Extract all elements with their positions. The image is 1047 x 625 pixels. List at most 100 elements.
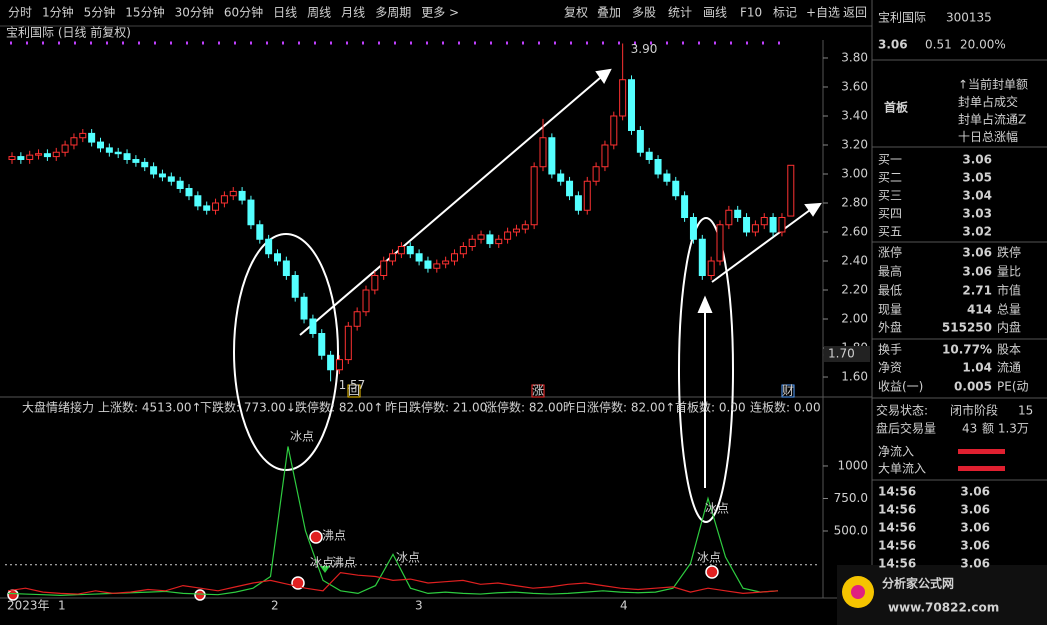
stat-label: 市值 xyxy=(997,283,1021,298)
event-marker-box xyxy=(531,384,545,398)
signal-label: 冰点 xyxy=(310,556,334,570)
period-tab[interactable]: 30分钟 xyxy=(175,5,214,20)
flow-bar xyxy=(958,466,1005,471)
change: 0.51 xyxy=(925,38,952,52)
stock-name: 宝利国际 xyxy=(878,11,926,25)
trend-arrows xyxy=(299,68,822,488)
period-tab[interactable]: 1分钟 xyxy=(42,5,74,20)
period-tab[interactable]: 周线 xyxy=(307,6,331,20)
tool-button[interactable]: 标记 xyxy=(773,6,797,20)
tool-button[interactable]: 复权 xyxy=(564,6,588,20)
trade-time: 14:56 xyxy=(878,557,916,571)
candle-body xyxy=(52,151,60,158)
period-tab[interactable]: 15分钟 xyxy=(125,5,164,20)
period-tab[interactable]: 月线 xyxy=(341,6,365,20)
candle-body xyxy=(335,359,343,371)
candle-body xyxy=(114,151,122,155)
candle-body xyxy=(619,79,627,117)
candle-body xyxy=(17,156,25,160)
tool-button[interactable]: 多股 xyxy=(632,6,656,20)
candle-body xyxy=(397,246,405,255)
stat-value: 2.71 xyxy=(962,284,992,298)
book-price: 3.06 xyxy=(962,153,992,167)
candle-body xyxy=(574,195,582,211)
y-tick-label: 2.80 xyxy=(841,195,868,209)
candle-body xyxy=(141,161,149,168)
trade-time: 14:56 xyxy=(878,503,916,517)
flow-bar xyxy=(958,449,1005,454)
candle-body xyxy=(716,224,724,262)
stat-label: 净资 xyxy=(878,361,902,375)
status-value: 闭市阶段 xyxy=(950,403,998,418)
period-tab[interactable]: 更多 > xyxy=(421,6,459,20)
candle-body xyxy=(300,296,308,320)
flow-label: 净流入 xyxy=(878,445,914,459)
status-label: 交易状态: xyxy=(876,403,928,418)
tool-button[interactable]: F10 xyxy=(740,6,762,20)
event-marker: 回 xyxy=(348,384,360,398)
indicator-stat: 涨停数: 82.00 xyxy=(485,400,563,415)
stat-value: 515250 xyxy=(942,321,992,335)
candle-body xyxy=(654,158,662,175)
candle-body xyxy=(26,154,34,160)
candle-body xyxy=(220,195,228,204)
stat-label: 外盘 xyxy=(878,320,902,335)
candle-body xyxy=(61,144,69,153)
event-marker: 财 xyxy=(782,384,794,398)
trade-time: 14:56 xyxy=(878,485,916,499)
candle-body xyxy=(406,246,414,255)
stat-label: 最高 xyxy=(878,264,902,279)
candle-body xyxy=(698,238,706,277)
event-marker-box xyxy=(347,384,361,398)
indicator-stat: 连板数: 0.00 xyxy=(750,400,821,415)
stat-label: 涨停 xyxy=(878,245,902,260)
candle-body xyxy=(380,260,388,277)
candle-body xyxy=(229,190,237,197)
price: 3.06 xyxy=(878,38,908,52)
stat-label: 换手 xyxy=(878,343,902,357)
high-label: 3.90 xyxy=(631,42,658,56)
period-tab[interactable]: 多周期 xyxy=(375,6,411,20)
candle-body xyxy=(424,260,432,269)
y-tick-label: 3.40 xyxy=(841,108,868,122)
candle-body xyxy=(282,260,290,277)
candle-body xyxy=(389,253,397,262)
candle-body xyxy=(601,144,609,168)
book-price: 3.03 xyxy=(962,207,992,221)
period-tab[interactable]: 分时 xyxy=(8,6,32,20)
candle-body xyxy=(451,253,458,262)
tool-button[interactable]: 统计 xyxy=(668,6,692,20)
stat-label: 现量 xyxy=(878,303,902,317)
tool-button[interactable]: 画线 xyxy=(703,6,727,20)
candle-body xyxy=(371,275,379,291)
trade-time: 14:56 xyxy=(878,521,916,535)
signal-label: 沸点 xyxy=(332,556,356,570)
candle-body xyxy=(486,234,494,245)
book-label: 买二 xyxy=(878,171,902,185)
period-tab[interactable]: 60分钟 xyxy=(224,5,263,20)
indicator-stat: 昨日跌停数: 21.00 xyxy=(385,400,487,415)
candle-body xyxy=(468,238,476,248)
candle-body xyxy=(495,238,503,245)
period-tab[interactable]: 日线 xyxy=(273,6,297,20)
stat-value: 3.06 xyxy=(962,246,992,260)
trade-time: 14:56 xyxy=(878,539,916,553)
candle-body xyxy=(132,158,140,163)
candle-body xyxy=(548,137,556,175)
indicator-stat: 首板数: 0.00 xyxy=(675,400,746,415)
candle-body xyxy=(778,217,786,233)
period-tab[interactable]: 5分钟 xyxy=(84,5,116,20)
y-tick-label: 2.60 xyxy=(841,225,868,239)
candle-body xyxy=(309,318,317,335)
stat-label: 流通 xyxy=(997,361,1021,375)
stock-code: 300135 xyxy=(946,11,992,25)
trade-price: 3.06 xyxy=(960,521,990,535)
tool-button[interactable]: 返回 xyxy=(843,6,867,20)
watermark-logo xyxy=(851,585,865,599)
candle-body xyxy=(362,289,370,313)
candle-body xyxy=(8,156,16,160)
chart-title: 宝利国际 (日线 前复权) xyxy=(6,25,131,40)
tool-button[interactable]: 叠加 xyxy=(597,6,621,20)
tool-button[interactable]: +自选 xyxy=(806,6,840,20)
